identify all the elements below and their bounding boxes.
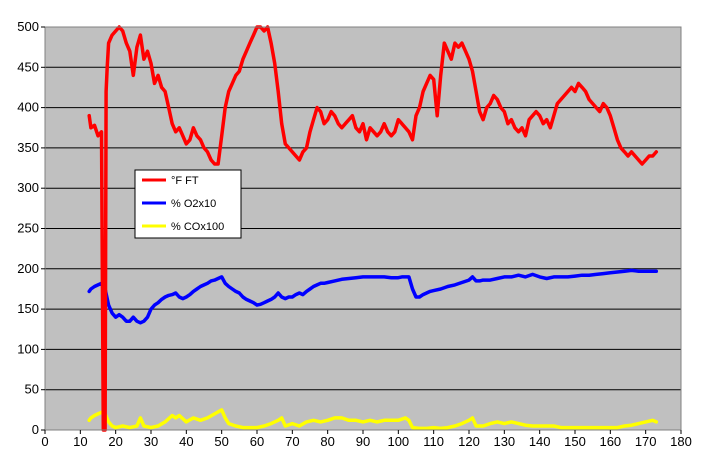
y-axis-ticks: 0 50 100 150 200 250 300 350 400 450 500 bbox=[17, 19, 45, 437]
x-tick-label: 60 bbox=[250, 434, 264, 449]
x-tick-label: 10 bbox=[73, 434, 87, 449]
x-tick-label: 20 bbox=[108, 434, 122, 449]
legend-label-o2: % O2x10 bbox=[171, 198, 216, 210]
y-tick-label: 250 bbox=[17, 221, 39, 236]
x-tick-label: 130 bbox=[493, 434, 515, 449]
y-tick-label: 300 bbox=[17, 180, 39, 195]
y-tick-label: 450 bbox=[17, 59, 39, 74]
x-tick-label: 160 bbox=[599, 434, 621, 449]
legend-item-o2: % O2x10 bbox=[142, 198, 216, 210]
x-tick-label: 170 bbox=[635, 434, 657, 449]
y-tick-label: 200 bbox=[17, 261, 39, 276]
x-tick-label: 0 bbox=[41, 434, 48, 449]
x-tick-label: 120 bbox=[458, 434, 480, 449]
y-tick-label: 100 bbox=[17, 341, 39, 356]
x-tick-label: 110 bbox=[423, 434, 444, 449]
series-line-2 bbox=[87, 408, 659, 431]
series-line-0 bbox=[87, 25, 659, 432]
x-tick-label: 140 bbox=[529, 434, 551, 449]
legend-label-ft: °F FT bbox=[171, 175, 199, 187]
x-tick-label: 100 bbox=[387, 434, 409, 449]
y-tick-label: 0 bbox=[32, 422, 39, 437]
y-tick-label: 350 bbox=[17, 140, 39, 155]
x-tick-label: 40 bbox=[179, 434, 193, 449]
x-tick-label: 180 bbox=[670, 434, 692, 449]
y-tick-label: 500 bbox=[17, 19, 39, 34]
y-tick-label: 400 bbox=[17, 100, 39, 115]
x-tick-label: 90 bbox=[356, 434, 370, 449]
legend: °F FT % O2x10 % COx100 bbox=[134, 169, 242, 239]
x-tick-label: 30 bbox=[144, 434, 158, 449]
series-lines bbox=[87, 25, 659, 432]
y-tick-label: 150 bbox=[17, 301, 39, 316]
x-tick-label: 50 bbox=[214, 434, 228, 449]
x-tick-label: 70 bbox=[285, 434, 299, 449]
series-line-1 bbox=[87, 268, 659, 325]
legend-item-co: % COx100 bbox=[142, 221, 224, 233]
x-axis-ticks: 0 10 20 30 40 50 60 70 80 90 100 110 120 130 140 150 160… bbox=[41, 430, 692, 449]
y-tick-label: 50 bbox=[25, 382, 39, 397]
x-tick-label: 80 bbox=[320, 434, 334, 449]
x-tick-label: 150 bbox=[564, 434, 586, 449]
legend-item-ft: °F FT bbox=[142, 175, 199, 187]
legend-label-co: % COx100 bbox=[171, 221, 224, 233]
